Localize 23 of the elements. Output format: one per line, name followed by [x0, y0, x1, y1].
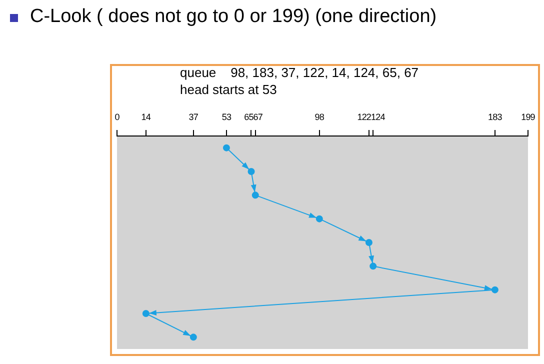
point: [222, 144, 230, 152]
point: [252, 192, 259, 199]
x-tick-label: 37: [188, 112, 198, 122]
point: [370, 262, 377, 270]
x-tick-label: 98: [314, 112, 324, 122]
x-tick-label: 53: [222, 112, 232, 122]
text: head starts at 53: [180, 81, 278, 98]
point: [142, 310, 150, 317]
x-tick-label: 124: [371, 112, 386, 122]
point: [316, 215, 323, 222]
x-tick-label: 14: [141, 112, 151, 122]
x-tick-label: 183: [488, 112, 502, 122]
text: queue 98, 183, 37, 122, 14, 124, 65, 67: [180, 64, 419, 81]
chart-title: C-Look ( does not go to 0 or 199) (one direction): [30, 6, 437, 28]
x-tick-label: 122: [357, 112, 372, 122]
x-tick-label: 199: [521, 112, 536, 122]
x-tick-label: 0: [114, 112, 120, 122]
point: [491, 286, 498, 294]
point: [365, 239, 372, 246]
x-tick-label: 67: [253, 112, 263, 122]
point: [190, 334, 197, 341]
point: [248, 168, 255, 175]
x-tick-label: 65: [244, 112, 254, 122]
